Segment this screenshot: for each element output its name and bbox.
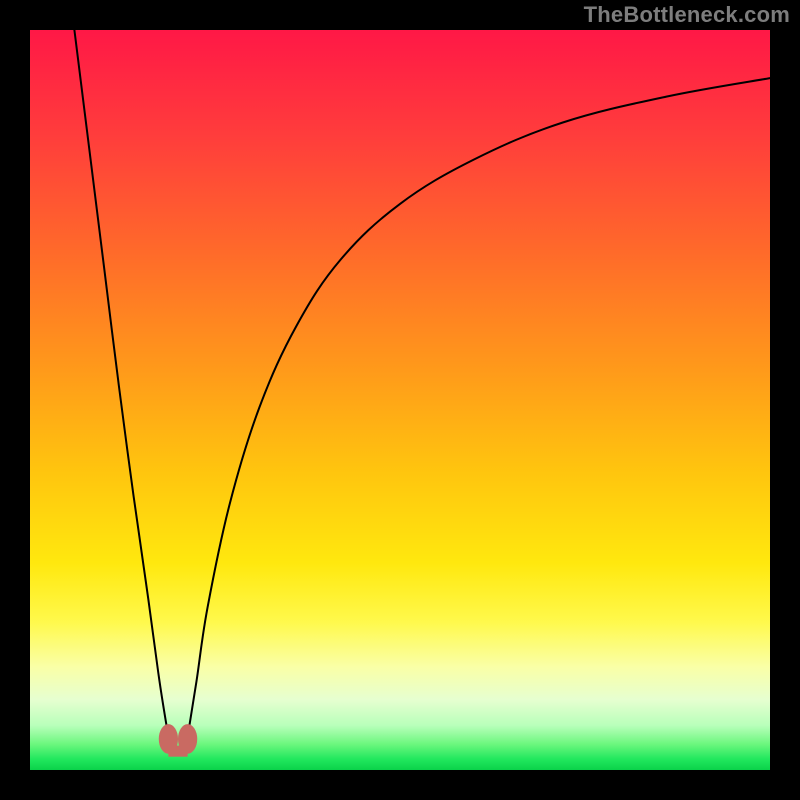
chart-container: TheBottleneck.com <box>0 0 800 800</box>
bridge-cap-right <box>178 724 197 754</box>
bridge-cap-left <box>159 724 178 754</box>
watermark-text: TheBottleneck.com <box>584 2 790 28</box>
bottleneck-chart <box>0 0 800 800</box>
chart-gradient-area <box>30 30 770 770</box>
